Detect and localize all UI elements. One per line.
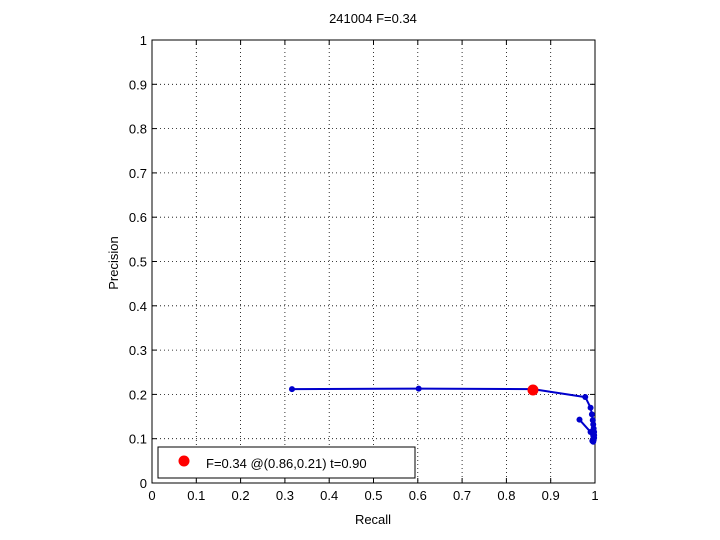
legend: F=0.34 @(0.86,0.21) t=0.90 bbox=[157, 446, 416, 479]
y-tick-label: 0.4 bbox=[129, 299, 147, 314]
pr-curve-point bbox=[589, 417, 596, 424]
pr-curve-point bbox=[587, 404, 594, 411]
legend-marker bbox=[178, 455, 190, 467]
y-tick-label: 0.9 bbox=[129, 77, 147, 92]
pr-curve-point bbox=[415, 385, 422, 392]
y-tick-label: 0.5 bbox=[129, 255, 147, 270]
x-tick-label: 0.1 bbox=[187, 488, 205, 503]
chart-title: 241004 F=0.34 bbox=[329, 11, 417, 26]
y-tick-label: 0.6 bbox=[129, 210, 147, 225]
pr-curve-point bbox=[288, 386, 295, 393]
x-tick-layer: 0 0.1 0.2 0.3 0.4 0.5 0.6 0.7 0.8 0.9 1 bbox=[148, 40, 599, 503]
y-tick-label: 0.2 bbox=[129, 387, 147, 402]
y-tick-label: 1 bbox=[140, 33, 147, 48]
pr-curve-point bbox=[582, 394, 589, 401]
series-layer bbox=[288, 384, 598, 445]
y-tick-label: 0.3 bbox=[129, 343, 147, 358]
x-tick-label: 0.2 bbox=[232, 488, 250, 503]
pr-curve-point bbox=[587, 429, 594, 436]
pr-curve-point bbox=[589, 437, 596, 444]
plot-area-frame bbox=[151, 39, 596, 484]
x-tick-label: 0.3 bbox=[276, 488, 294, 503]
x-tick-label: 0.5 bbox=[364, 488, 382, 503]
x-tick-label: 0.9 bbox=[542, 488, 560, 503]
x-tick-label: 0.7 bbox=[453, 488, 471, 503]
best-f-point bbox=[527, 384, 539, 396]
pr-curve-point bbox=[588, 411, 595, 418]
y-tick-label: 0.1 bbox=[129, 432, 147, 447]
y-tick-layer: 0 0.1 0.2 0.3 0.4 0.5 0.6 0.7 0.8 0.9 1 bbox=[129, 33, 595, 491]
x-axis-label: Recall bbox=[355, 512, 391, 527]
legend-box bbox=[157, 446, 416, 479]
legend-label: F=0.34 @(0.86,0.21) t=0.90 bbox=[206, 456, 367, 471]
y-tick-label: 0.7 bbox=[129, 166, 147, 181]
x-tick-label: 0.6 bbox=[409, 488, 427, 503]
y-tick-label: 0.8 bbox=[129, 122, 147, 137]
x-tick-label: 0 bbox=[148, 488, 155, 503]
x-tick-label: 0.4 bbox=[320, 488, 338, 503]
pr-curve-point bbox=[576, 416, 583, 423]
x-tick-label: 1 bbox=[591, 488, 598, 503]
x-tick-label: 0.8 bbox=[497, 488, 515, 503]
y-tick-label: 0 bbox=[140, 476, 147, 491]
y-axis-label: Precision bbox=[106, 236, 121, 289]
